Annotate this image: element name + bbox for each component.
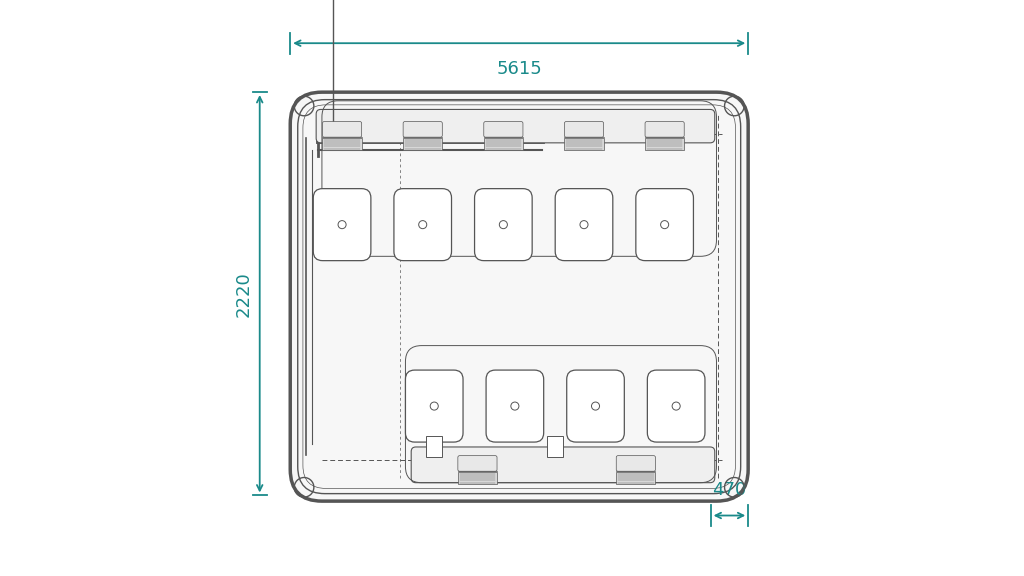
Text: 470: 470 bbox=[713, 480, 746, 499]
FancyBboxPatch shape bbox=[636, 189, 693, 260]
FancyBboxPatch shape bbox=[316, 109, 715, 143]
Bar bbox=[483, 138, 523, 150]
FancyBboxPatch shape bbox=[483, 122, 523, 137]
FancyBboxPatch shape bbox=[406, 370, 463, 442]
FancyBboxPatch shape bbox=[486, 370, 544, 442]
FancyBboxPatch shape bbox=[647, 370, 705, 442]
Bar bbox=[426, 436, 442, 457]
Bar bbox=[645, 138, 684, 150]
FancyBboxPatch shape bbox=[323, 122, 361, 137]
Bar bbox=[547, 436, 563, 457]
FancyBboxPatch shape bbox=[290, 92, 749, 501]
FancyBboxPatch shape bbox=[566, 370, 625, 442]
Bar bbox=[403, 138, 442, 150]
Bar bbox=[458, 472, 497, 484]
Text: 5615: 5615 bbox=[497, 60, 542, 78]
FancyBboxPatch shape bbox=[458, 456, 497, 471]
FancyBboxPatch shape bbox=[564, 122, 603, 137]
FancyBboxPatch shape bbox=[474, 189, 532, 260]
FancyBboxPatch shape bbox=[645, 122, 684, 137]
FancyBboxPatch shape bbox=[555, 189, 612, 260]
Bar bbox=[564, 138, 603, 150]
Bar bbox=[323, 138, 361, 150]
Bar bbox=[616, 472, 655, 484]
FancyBboxPatch shape bbox=[313, 189, 371, 260]
FancyBboxPatch shape bbox=[412, 447, 715, 483]
FancyBboxPatch shape bbox=[616, 456, 655, 471]
FancyBboxPatch shape bbox=[394, 189, 452, 260]
FancyBboxPatch shape bbox=[403, 122, 442, 137]
Text: 2220: 2220 bbox=[234, 271, 253, 317]
